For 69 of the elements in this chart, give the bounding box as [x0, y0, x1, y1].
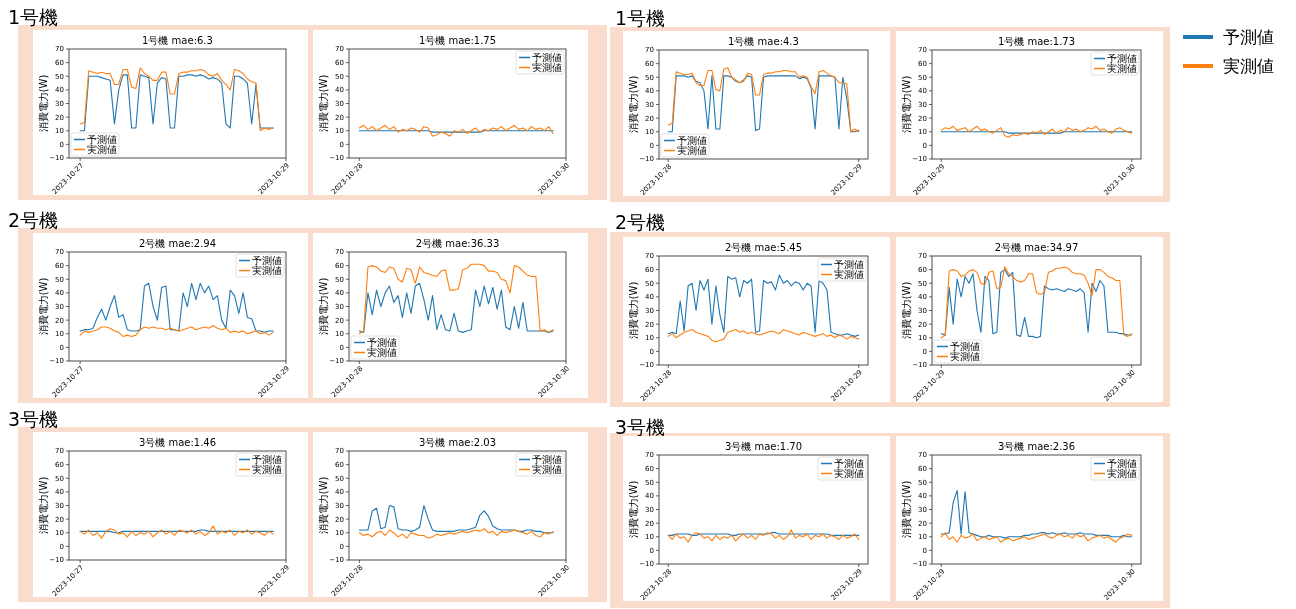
chart-title: 2号機 mae:34.97 [994, 242, 1079, 253]
y-axis-title: 消費電力(W) [627, 281, 639, 340]
legend-label: 予測値 [677, 135, 707, 146]
line-series [940, 489, 1133, 539]
line-series [358, 504, 554, 534]
legend-label: 実測値 [677, 145, 707, 156]
line-series [358, 263, 554, 335]
legend-label: 予測値 [252, 454, 282, 465]
chart-title: 3号機 mae:1.46 [138, 437, 217, 448]
chart-title: 1号機 mae:6.3 [142, 35, 213, 46]
text: 予測値 [1223, 26, 1274, 47]
y-axis-title: 消費電力(W) [37, 74, 49, 133]
legend-label: 予測値 [950, 341, 980, 352]
legend-label: 予測値 [252, 255, 282, 266]
line-series [79, 325, 274, 338]
y-axis-title: 消費電力(W) [317, 476, 329, 535]
legend-label: 実測値 [950, 351, 980, 362]
legend-label: 予測値 [834, 458, 864, 469]
line-series [79, 282, 274, 333]
line-series [667, 329, 860, 343]
y-axis-title: 消費電力(W) [900, 75, 912, 134]
legend-label: 実測値 [1107, 63, 1137, 74]
y-axis-title: 消費電力(W) [317, 74, 329, 133]
legend-label: 実測値 [834, 468, 864, 479]
legend-label: 実測値 [532, 464, 562, 475]
legend-label: 実測値 [367, 347, 397, 358]
legend-label: 予測値 [834, 259, 864, 270]
legend-label: 実測値 [87, 144, 117, 155]
line-series [940, 125, 1133, 138]
line-series [940, 532, 1133, 543]
text: 3号機 [615, 416, 666, 438]
legend-label: 予測値 [1107, 458, 1137, 469]
text: 2号機 [8, 209, 59, 231]
line-series [358, 528, 554, 539]
text: 2号機 [615, 211, 666, 233]
legend-label: 実測値 [252, 464, 282, 475]
legend-label: 予測値 [367, 337, 397, 348]
chart-title: 1号機 mae:4.3 [728, 36, 799, 47]
text: 3号機 [8, 408, 59, 430]
line-series [358, 124, 554, 137]
y-axis-title: 消費電力(W) [627, 480, 639, 539]
y-axis-title: 消費電力(W) [627, 75, 639, 134]
y-axis-title: 消費電力(W) [37, 476, 49, 535]
legend-label: 予測値 [87, 134, 117, 145]
legend-label: 予測値 [532, 454, 562, 465]
line-series [667, 529, 860, 543]
legend-label: 実測値 [1107, 468, 1137, 479]
y-axis-title: 消費電力(W) [317, 277, 329, 336]
chart-title: 1号機 mae:1.75 [418, 35, 497, 46]
legend-label: 実測値 [834, 269, 864, 280]
chart-title: 2号機 mae:2.94 [138, 238, 217, 249]
chart-title: 3号機 mae:2.03 [418, 437, 497, 448]
legend-label: 実測値 [252, 265, 282, 276]
text: 実測値 [1223, 55, 1274, 76]
legend-label: 予測値 [1107, 53, 1137, 64]
legend-label: 予測値 [532, 52, 562, 63]
chart-title: 3号機 mae:1.70 [724, 441, 803, 452]
text: 1号機 [615, 7, 666, 29]
text: 1号機 [8, 6, 59, 28]
chart-title: 1号機 mae:1.73 [997, 36, 1076, 47]
line-series [358, 282, 554, 333]
chart-title: 2号機 mae:36.33 [415, 238, 500, 249]
y-axis-title: 消費電力(W) [900, 480, 912, 539]
y-axis-title: 消費電力(W) [37, 277, 49, 336]
line-series [79, 525, 274, 539]
y-axis-title: 消費電力(W) [900, 281, 912, 340]
chart-title: 2号機 mae:5.45 [724, 242, 803, 253]
chart-title: 3号機 mae:2.36 [997, 441, 1076, 452]
legend-label: 実測値 [532, 62, 562, 73]
